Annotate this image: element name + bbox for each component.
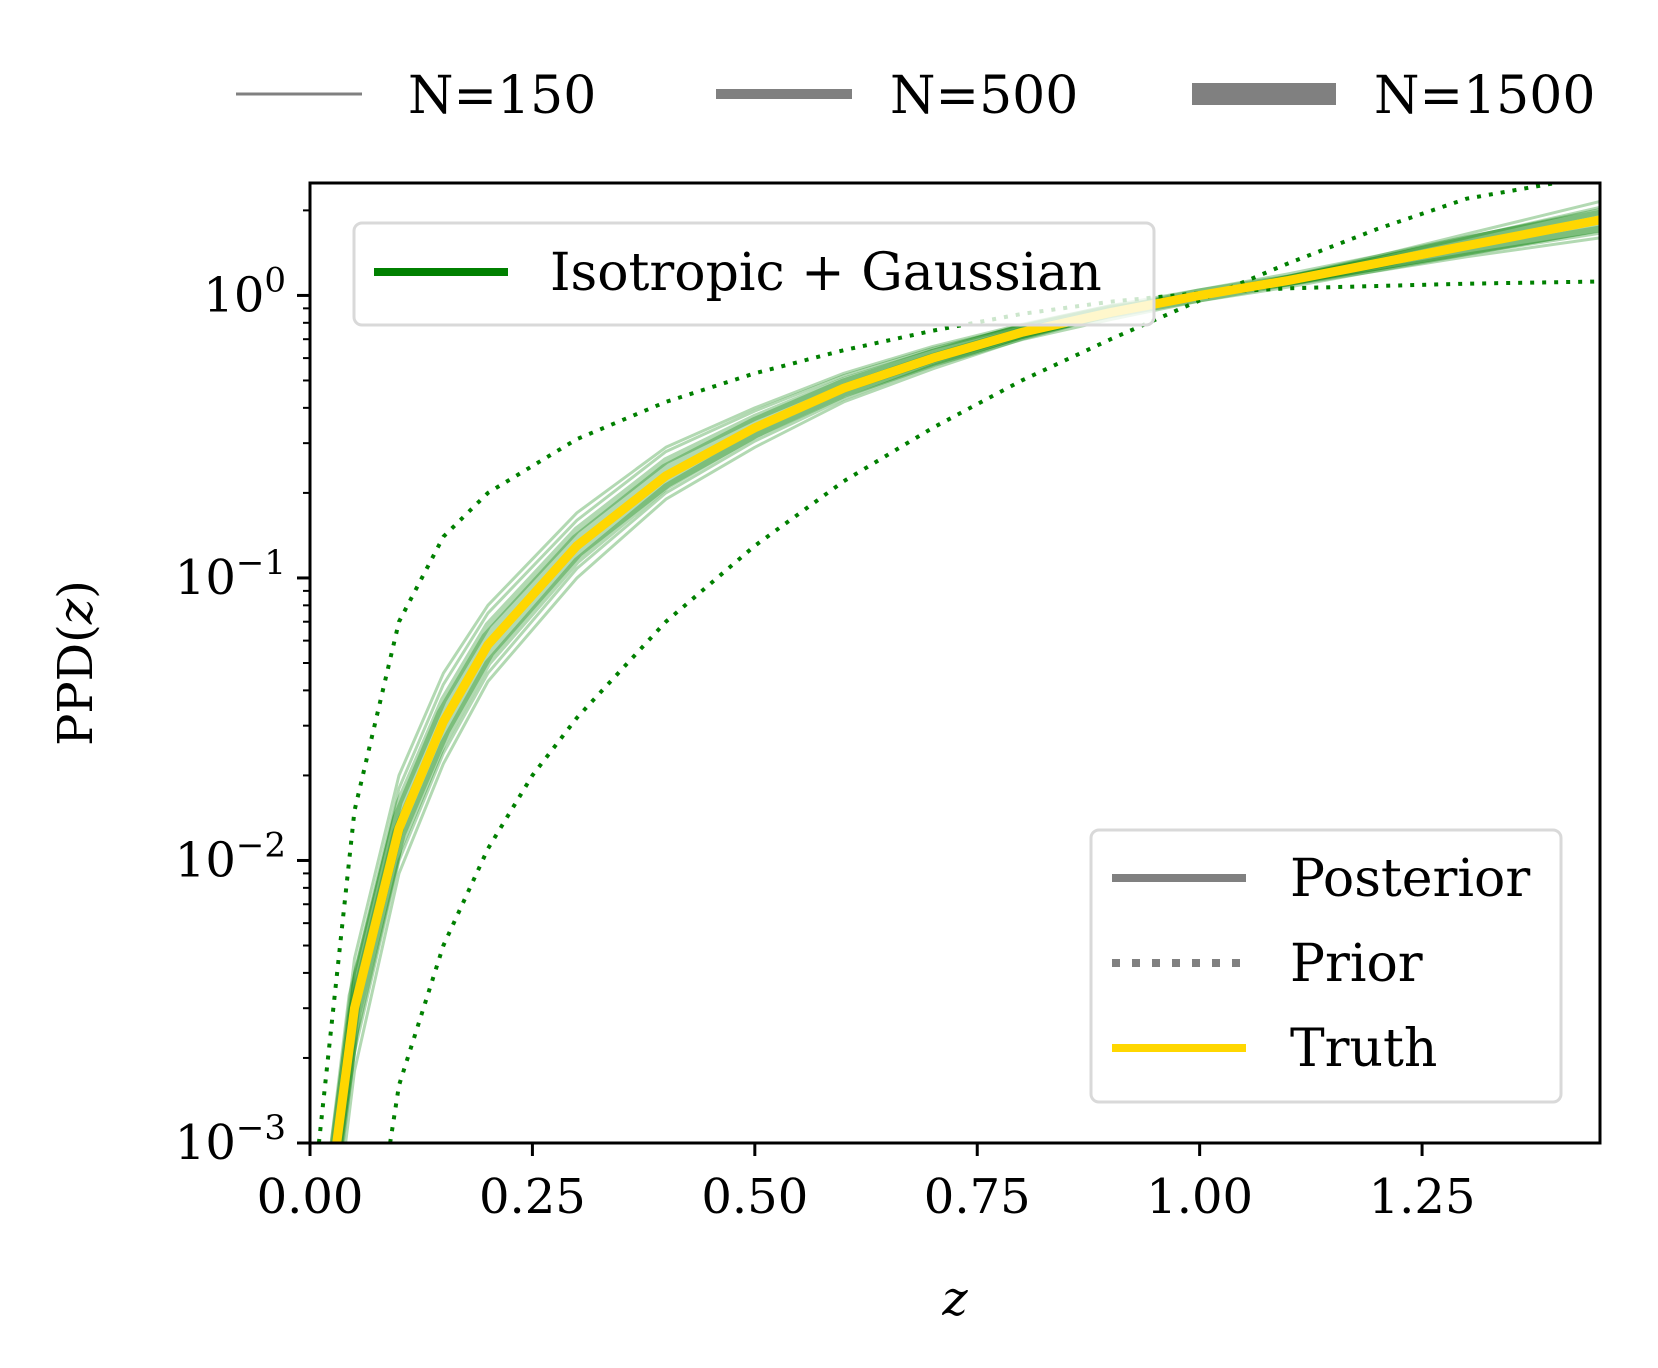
- style-legend-box: [1089, 828, 1563, 1104]
- series-layer: [316, 183, 1600, 1143]
- y-axis-label-suffix: ): [48, 580, 104, 599]
- style-legend: Posterior Prior Truth: [1089, 828, 1563, 1104]
- x-axis: 0.00 0.25 0.50 0.75 1.00 1.25: [257, 1143, 1476, 1225]
- series-posterior-thin-7: [330, 236, 1600, 1143]
- series-prior--9: [388, 183, 1556, 1143]
- y-tick-label: 10−1: [175, 543, 286, 606]
- x-tick-label: 0.50: [701, 1169, 808, 1225]
- top-legend-label-n1500: N=1500: [1374, 66, 1595, 126]
- y-axis-label: PPD(z): [48, 580, 104, 746]
- y-axis: 10−3 10−2 10−1 100: [175, 209, 310, 1171]
- top-legend-label-n150: N=150: [408, 66, 596, 126]
- x-tick-label: 0.00: [257, 1169, 364, 1225]
- style-legend-label-truth: Truth: [1290, 1019, 1437, 1079]
- x-axis-label: z: [941, 1271, 968, 1327]
- series-truth--10: [332, 215, 1600, 1143]
- top-legend-label-n500: N=500: [890, 66, 1078, 126]
- x-tick-label: 1.25: [1369, 1169, 1476, 1225]
- x-tick-label: 0.25: [479, 1169, 586, 1225]
- style-legend-label-prior: Prior: [1290, 934, 1423, 994]
- model-legend-box: [352, 221, 1156, 327]
- series-posterior-thin-5: [344, 200, 1600, 1143]
- style-legend-label-posterior: Posterior: [1290, 849, 1530, 909]
- x-tick-label: 1.00: [1146, 1169, 1253, 1225]
- x-tick-label: 0.75: [924, 1169, 1031, 1225]
- top-legend: N=150 N=500 N=1500: [236, 66, 1595, 126]
- model-legend-label: Isotropic + Gaussian: [550, 243, 1102, 303]
- y-axis-label-prefix: PPD(: [48, 624, 104, 746]
- y-tick-label: 10−3: [175, 1108, 286, 1171]
- y-axis-label-var: z: [48, 598, 104, 625]
- y-tick-label: 100: [203, 260, 286, 323]
- model-legend: Isotropic + Gaussian: [352, 221, 1156, 327]
- y-tick-label: 10−2: [175, 825, 286, 888]
